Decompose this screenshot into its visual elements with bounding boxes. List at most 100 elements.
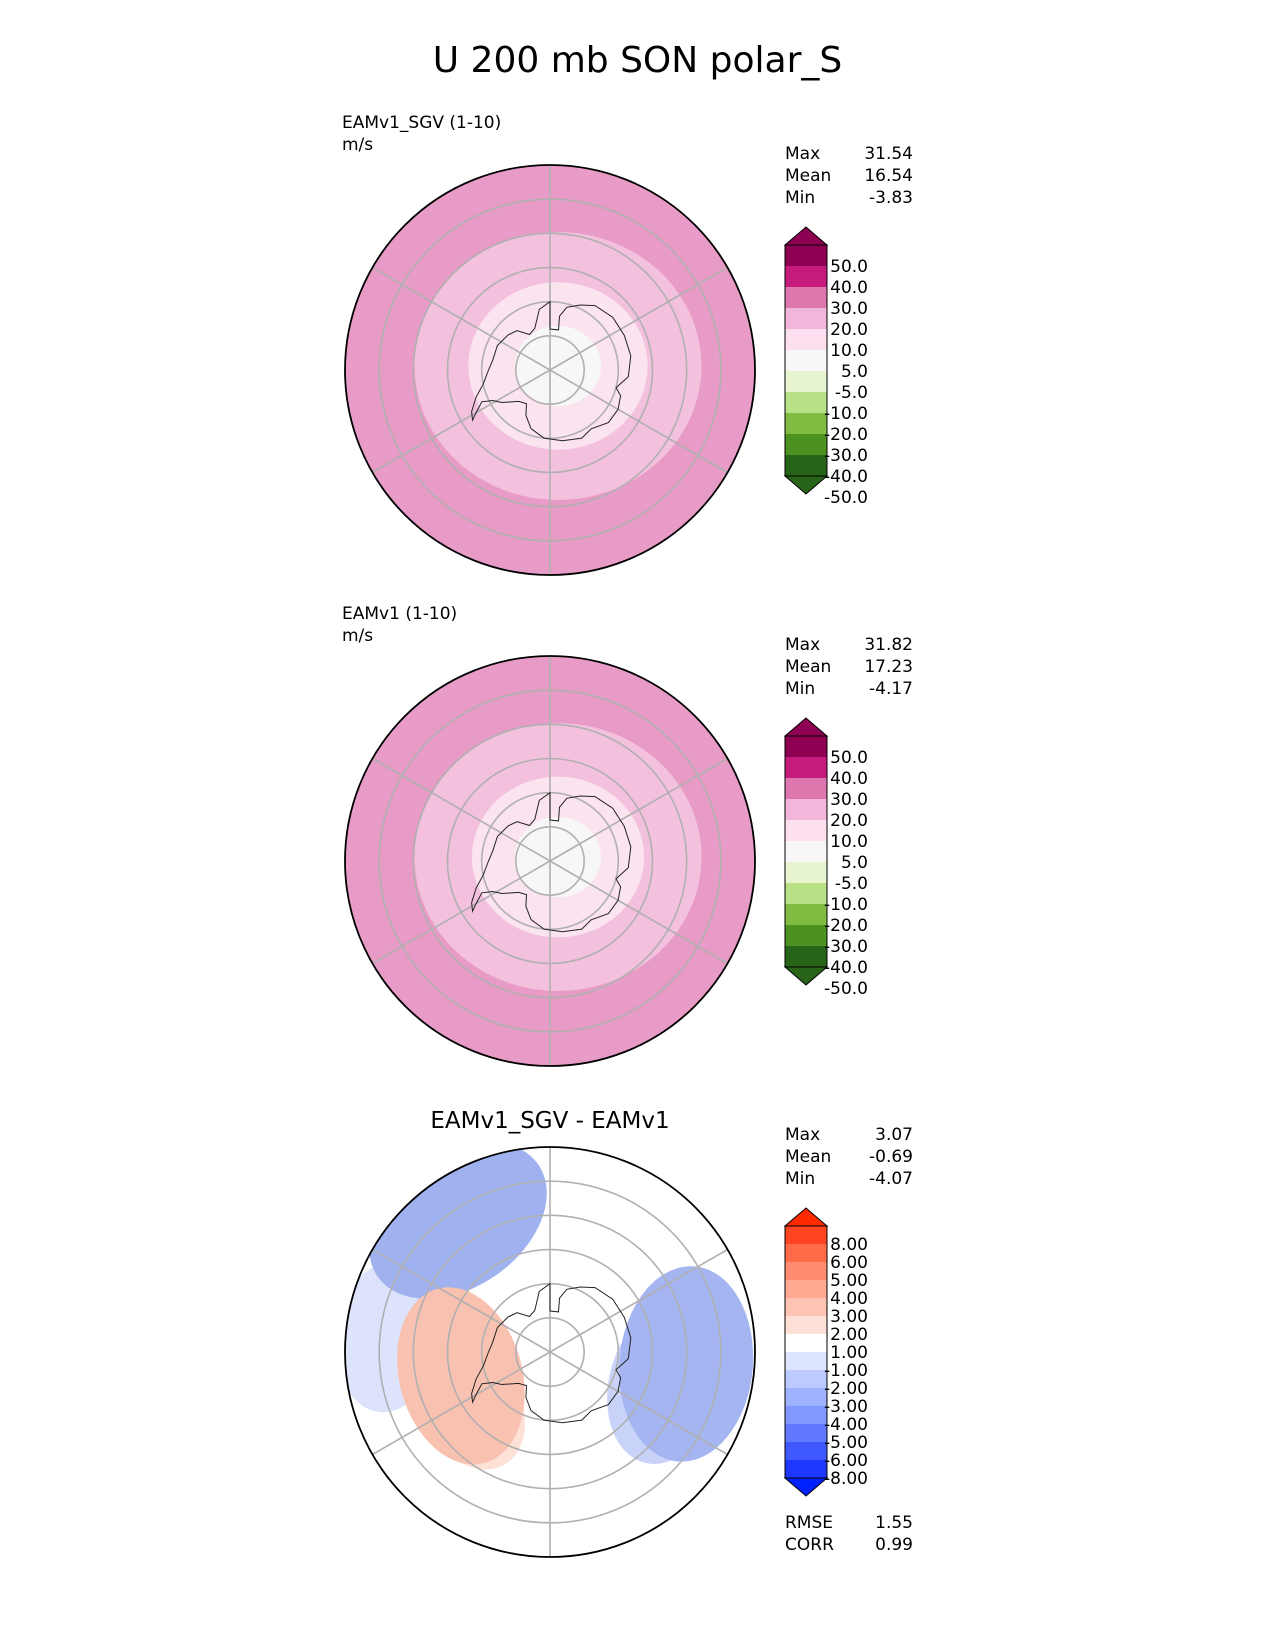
stat-value: 31.54 [864, 144, 913, 164]
panel-test-units: m/s [342, 135, 374, 155]
colorbar-segment [785, 925, 827, 946]
colorbar-segment [785, 1442, 827, 1460]
colorbar-segment [785, 883, 827, 904]
colorbar-tick-label: 20.0 [830, 320, 868, 340]
colorbar-tick-label: 40.0 [830, 769, 868, 789]
colorbar-segment [785, 799, 827, 820]
stat-value: -0.69 [869, 1147, 913, 1167]
metric-label: RMSE [785, 1513, 834, 1533]
antarctica-coastline [471, 1282, 632, 1424]
field-anomaly-3 [397, 1287, 525, 1465]
map-boundary [344, 164, 756, 576]
colorbar-tick-label: 5.00 [830, 1271, 868, 1291]
colorbar-segment [785, 778, 827, 799]
panel-ref-units: m/s [342, 626, 374, 646]
stat-label: Max [785, 144, 821, 164]
colorbar-segment [785, 1316, 827, 1334]
colorbar-tick-label: -20.0 [824, 916, 868, 936]
colorbar-segment [785, 1406, 827, 1424]
panel-ref-stats: Max 31.82 Mean 17.23 Min -4.17 [785, 634, 913, 700]
stat-value: 31.82 [864, 635, 913, 655]
colorbar-segment [785, 350, 827, 371]
colorbar-segment [785, 862, 827, 883]
panel-diff-map [344, 1146, 756, 1558]
colorbar-segment [785, 1460, 827, 1478]
colorbar-segment [785, 1424, 827, 1442]
graticule-lon [372, 860, 551, 965]
colorbar-tick-label: -40.0 [824, 467, 868, 487]
colorbar-tick-label: 30.0 [830, 299, 868, 319]
stat-label: Max [785, 1125, 821, 1145]
antarctica-coastline [471, 791, 632, 933]
colorbar-tick-label: 4.00 [830, 1289, 868, 1309]
colorbar-tick-label: 10.0 [830, 341, 868, 361]
stat-value: -4.17 [869, 679, 913, 699]
stat-label: Max [785, 635, 821, 655]
colorbar-tick-label: -6.00 [824, 1451, 868, 1471]
colorbar-tick-label: -8.00 [824, 1469, 868, 1489]
colorbar-segment [785, 455, 827, 476]
panel-test-map [344, 164, 756, 576]
stat-value: -4.07 [869, 1169, 913, 1189]
graticule-lon [549, 266, 728, 371]
colorbar-tick-label: 8.00 [830, 1235, 868, 1255]
stat-label: Mean [785, 657, 832, 677]
colorbar-under-cap [783, 966, 829, 986]
colorbar-tick-label: -4.00 [824, 1415, 868, 1435]
colorbar-segment [785, 1370, 827, 1388]
colorbar-tick-label: 50.0 [830, 257, 868, 277]
colorbar-frame [784, 1225, 828, 1479]
colorbar-tick-label: -30.0 [824, 446, 868, 466]
stat-label: Min [785, 1169, 816, 1189]
colorbar-over-cap [783, 717, 829, 737]
colorbar-tick-label: -40.0 [824, 958, 868, 978]
colorbar-over-cap [783, 1207, 829, 1227]
panel-diff-name: EAMv1_SGV - EAMv1 [430, 1108, 670, 1134]
colorbar-segment [785, 757, 827, 778]
colorbar-tick-label: -5.00 [824, 1433, 868, 1453]
stat-value: 16.54 [864, 166, 913, 186]
stat-label: Mean [785, 1147, 832, 1167]
colorbar-segment [785, 308, 827, 329]
colorbar-under-cap [783, 475, 829, 495]
colorbar-frame [784, 244, 828, 477]
colorbar-segment [785, 1352, 827, 1370]
colorbar-tick-label: -3.00 [824, 1397, 868, 1417]
colorbar-segment [785, 392, 827, 413]
colorbar-tick-label: -1.00 [824, 1361, 868, 1381]
colorbar-tick-label: 6.00 [830, 1253, 868, 1273]
metric-value: 1.55 [875, 1513, 913, 1533]
graticule-lon [372, 1248, 551, 1353]
colorbar-tick-label: 50.0 [830, 748, 868, 768]
colorbar-tick-label: 20.0 [830, 811, 868, 831]
colorbar-tick-label: -5.0 [835, 874, 868, 894]
colorbar-segment [785, 904, 827, 925]
map-boundary [344, 1146, 756, 1558]
stat-value: -3.83 [869, 188, 913, 208]
colorbar-tick-label: 3.00 [830, 1307, 868, 1327]
colorbar-over-cap [783, 226, 829, 246]
colorbar-segment [785, 329, 827, 350]
colorbar-tick-label: -5.0 [835, 383, 868, 403]
graticule-lon [549, 369, 728, 474]
panel-test-stats: Max 31.54 Mean 16.54 Min -3.83 [785, 143, 913, 209]
figure-title: U 200 mb SON polar_S [432, 40, 843, 81]
colorbar-tick-label: -30.0 [824, 937, 868, 957]
antarctica-coastline [471, 300, 632, 442]
stat-label: Min [785, 679, 816, 699]
colorbar-tick-label: -2.00 [824, 1379, 868, 1399]
colorbar-segment [785, 841, 827, 862]
colorbar-frame [784, 735, 828, 968]
stat-value: 3.07 [875, 1125, 913, 1145]
colorbar-segment [785, 736, 827, 757]
colorbar-tick-label: -20.0 [824, 425, 868, 445]
stat-label: Mean [785, 166, 832, 186]
graticule-lon [549, 1248, 728, 1353]
colorbar-segment [785, 1298, 827, 1316]
colorbar-segment [785, 1262, 827, 1280]
graticule-lon [372, 369, 551, 474]
colorbar-tick-label: -50.0 [824, 979, 868, 999]
colorbar-segment [785, 1226, 827, 1244]
graticule-lon [549, 860, 728, 965]
colorbar-segment [785, 266, 827, 287]
